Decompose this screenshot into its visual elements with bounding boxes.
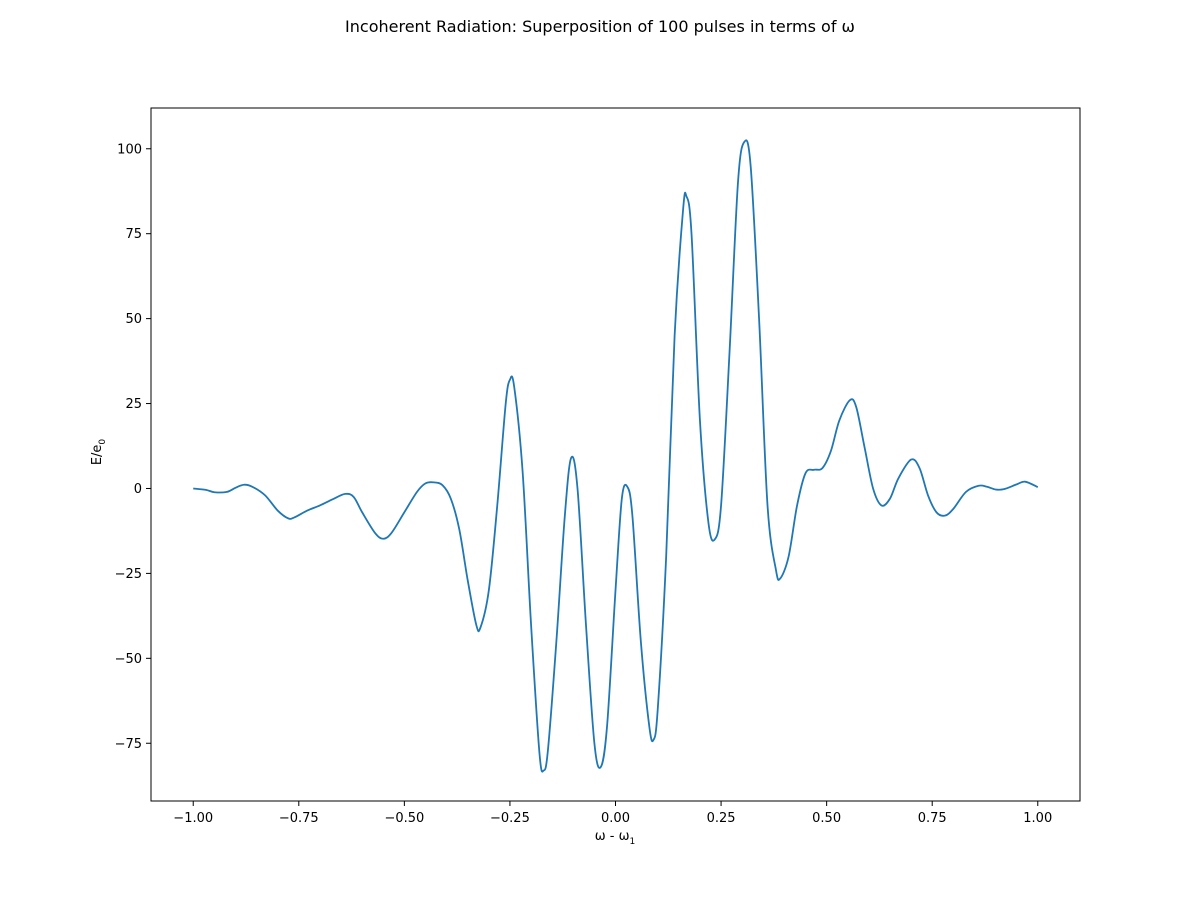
x-tick-label: 0.00 [601, 811, 630, 826]
series-line [193, 139, 1039, 773]
x-axis-label: ω - ω1 [595, 829, 635, 847]
plot-area [150, 107, 1081, 802]
x-tick-label: −0.50 [384, 811, 424, 826]
x-tick-label: 0.50 [812, 811, 841, 826]
y-axis: −75 −50 −25 0 25 50 75 100 [115, 142, 151, 752]
x-axis-label-subscript: 1 [630, 837, 636, 847]
y-tick-label: −25 [115, 567, 142, 582]
chart-title: Incoherent Radiation: Superposition of 1… [345, 17, 855, 36]
y-tick-label: −50 [115, 652, 142, 667]
x-tick-label: 1.00 [1023, 811, 1052, 826]
y-tick-label: 25 [125, 397, 142, 412]
x-tick-label: 0.75 [918, 811, 947, 826]
y-tick-label: 75 [125, 227, 142, 242]
y-axis-label-subscript: 0 [98, 439, 108, 445]
x-tick-label: −1.00 [173, 811, 213, 826]
x-axis-label-main: ω - ω [595, 829, 630, 844]
y-tick-label: 0 [134, 482, 142, 497]
x-tick-label: −0.25 [490, 811, 530, 826]
y-axis-label: E/e0 [90, 439, 108, 466]
y-tick-label: −75 [115, 737, 142, 752]
y-tick-label: 100 [117, 142, 142, 157]
x-axis: −1.00 −0.75 −0.50 −0.25 0.00 0.25 0.50 0.75 1.00 [173, 801, 1052, 826]
y-axis-label-main: E/e [90, 445, 105, 466]
x-tick-label: 0.25 [707, 811, 736, 826]
y-tick-label: 50 [125, 312, 142, 327]
x-tick-label: −0.75 [279, 811, 319, 826]
